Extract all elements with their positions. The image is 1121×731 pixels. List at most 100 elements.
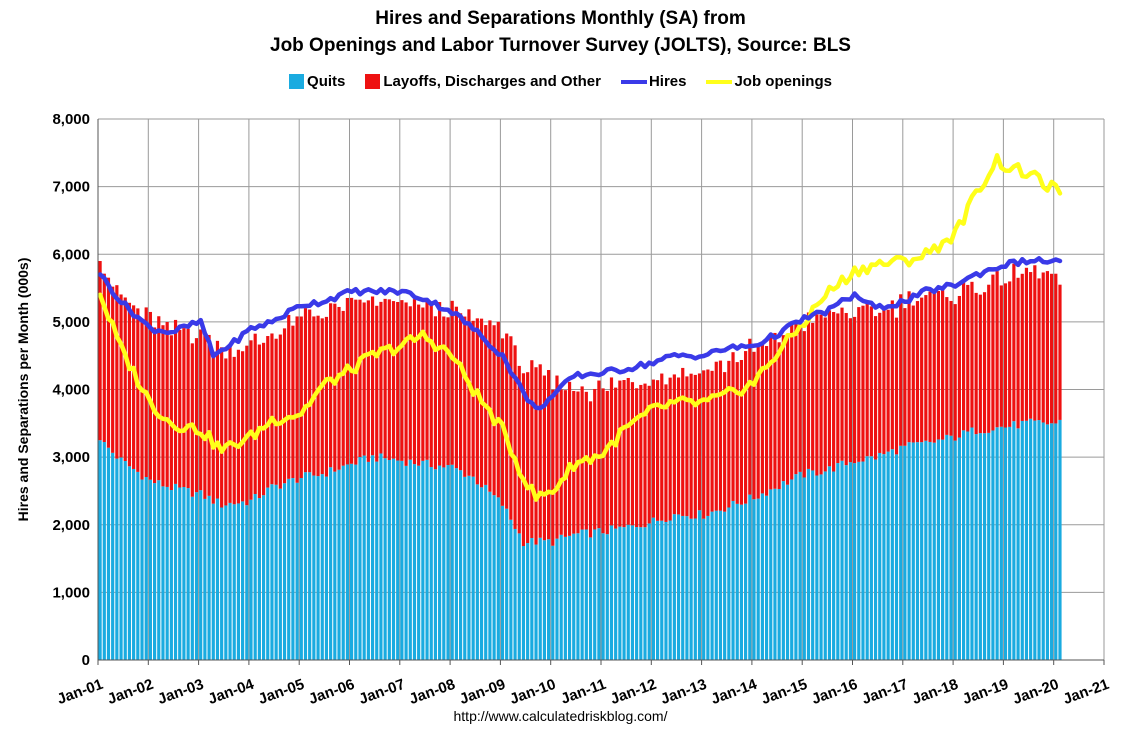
- bar-quits: [760, 493, 764, 660]
- bar-quits: [836, 463, 840, 660]
- bar-quits: [752, 499, 756, 660]
- bar-layoffs: [132, 305, 136, 469]
- bar-quits: [542, 540, 547, 660]
- bar-layoffs: [794, 324, 798, 475]
- bar-layoffs: [358, 299, 362, 458]
- bar-quits: [953, 440, 957, 660]
- bar-quits: [559, 534, 563, 660]
- bar-layoffs: [303, 308, 308, 473]
- bar-layoffs: [995, 271, 999, 428]
- bar-quits: [186, 488, 190, 660]
- bar-quits: [458, 470, 463, 660]
- bar-layoffs: [714, 361, 718, 511]
- bar-quits: [785, 484, 790, 660]
- bar-layoffs: [232, 356, 236, 505]
- bar-layoffs: [920, 297, 924, 443]
- bar-layoffs: [957, 295, 961, 438]
- bar-quits: [169, 490, 173, 660]
- bar-layoffs: [819, 314, 823, 475]
- bar-quits: [165, 486, 169, 660]
- bar-quits: [924, 440, 928, 660]
- bar-quits: [404, 465, 408, 660]
- bar-quits: [123, 461, 127, 660]
- bar-layoffs: [848, 318, 852, 463]
- bar-quits: [1037, 420, 1041, 660]
- bar-layoffs: [337, 306, 341, 470]
- bar-layoffs: [999, 285, 1003, 427]
- bar-quits: [748, 494, 752, 660]
- bar-quits: [567, 535, 572, 660]
- bar-quits: [547, 539, 551, 660]
- bar-layoffs: [408, 306, 412, 460]
- bar-quits: [999, 426, 1003, 660]
- bar-layoffs: [1041, 272, 1045, 423]
- bar-layoffs: [152, 327, 157, 484]
- bar-quits: [991, 430, 995, 660]
- bar-layoffs: [1008, 281, 1012, 427]
- bar-quits: [714, 510, 718, 660]
- bar-layoffs: [781, 335, 785, 482]
- bar-layoffs: [915, 301, 920, 443]
- bar-layoffs: [1050, 273, 1054, 424]
- bar-layoffs: [396, 301, 400, 461]
- bar-quits: [341, 465, 345, 660]
- bar-layoffs: [978, 294, 982, 434]
- bar-layoffs: [1003, 283, 1008, 428]
- bar-layoffs: [924, 295, 928, 441]
- bar-quits: [563, 536, 567, 660]
- bar-layoffs: [614, 387, 618, 529]
- bar-layoffs: [760, 341, 764, 494]
- bar-quits: [655, 520, 660, 660]
- bar-quits: [144, 477, 148, 660]
- y-tick-label: 2,000: [52, 517, 90, 534]
- bar-quits: [941, 439, 945, 660]
- bar-quits: [190, 496, 194, 660]
- bar-layoffs: [442, 316, 446, 468]
- bar-quits: [781, 481, 785, 660]
- bar-quits: [1050, 423, 1054, 660]
- bar-layoffs: [790, 322, 794, 480]
- bar-quits: [580, 529, 584, 660]
- bar-layoffs: [635, 388, 639, 528]
- bar-layoffs: [853, 316, 857, 464]
- bar-quits: [232, 504, 236, 660]
- bar-layoffs: [345, 297, 349, 465]
- y-tick-label: 3,000: [52, 449, 90, 466]
- bar-quits: [350, 463, 354, 660]
- bar-layoffs: [890, 300, 894, 450]
- bar-layoffs: [173, 319, 178, 484]
- bar-quits: [819, 474, 823, 660]
- bar-layoffs: [643, 383, 647, 528]
- bar-quits: [509, 519, 513, 660]
- bar-quits: [664, 521, 668, 660]
- bar-layoffs: [945, 297, 949, 435]
- bar-layoffs: [660, 373, 664, 521]
- bar-layoffs: [220, 347, 224, 508]
- bar-layoffs: [115, 285, 119, 459]
- bar-layoffs: [450, 300, 454, 465]
- bar-layoffs: [404, 302, 408, 466]
- bar-quits: [308, 472, 312, 660]
- line-job-openings: [97, 153, 1063, 502]
- y-axis-label: Hires and Separations per Month (000s): [15, 258, 31, 522]
- bar-layoffs: [517, 365, 521, 534]
- bar-quits: [647, 523, 651, 660]
- bar-layoffs: [165, 322, 169, 487]
- bar-quits: [199, 490, 203, 660]
- bar-layoffs: [676, 377, 681, 515]
- bar-quits: [329, 467, 333, 660]
- bar-quits: [639, 527, 643, 660]
- bar-layoffs: [245, 345, 249, 506]
- bar-quits: [823, 471, 827, 660]
- legend-label-job-openings: Job openings: [734, 73, 832, 90]
- bar-quits: [1012, 421, 1016, 660]
- bar-layoffs: [932, 292, 936, 443]
- legend-label-layoffs: Layoffs, Discharges and Other: [383, 73, 601, 90]
- bar-quits: [282, 483, 287, 660]
- bar-quits: [773, 488, 777, 660]
- bar-quits: [576, 533, 580, 660]
- bar-layoffs: [702, 370, 706, 519]
- bar-layoffs: [534, 367, 538, 545]
- bar-quits: [140, 479, 144, 660]
- bar-layoffs: [744, 351, 748, 504]
